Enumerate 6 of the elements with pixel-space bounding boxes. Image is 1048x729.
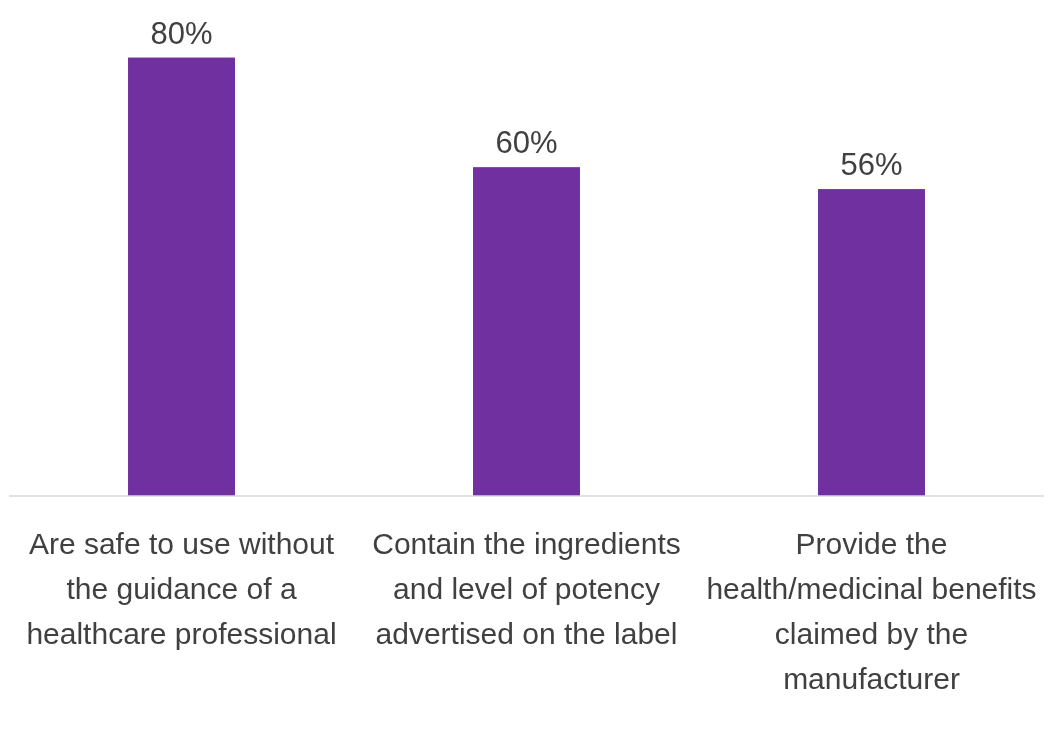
x-tick-label: Provide the health/medicinal benefits claimed by the manufacturer [706,527,1037,695]
data-label: 80% [150,15,213,51]
data-label: 60% [495,125,558,161]
x-tick-label: Are safe to use without the guidance of a healthcare professional [26,527,337,650]
data-label: 56% [840,147,903,183]
x-tick-label: Contain the ingredients and level of potency advertised on the label [372,527,681,650]
